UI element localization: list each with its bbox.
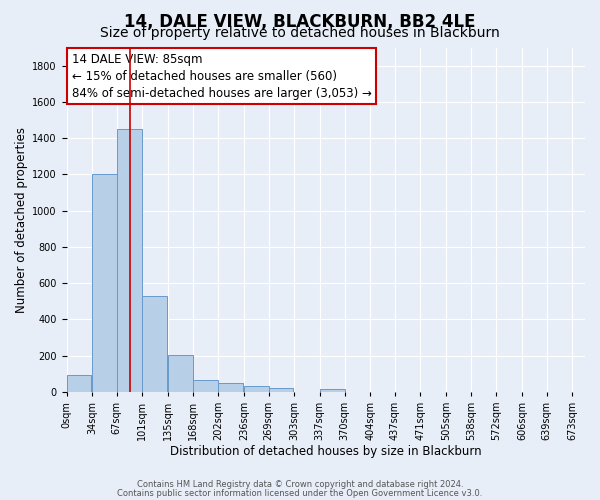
Text: Size of property relative to detached houses in Blackburn: Size of property relative to detached ho… — [100, 26, 500, 40]
Bar — [193, 380, 218, 392]
Bar — [269, 388, 293, 392]
Bar — [142, 296, 167, 392]
X-axis label: Distribution of detached houses by size in Blackburn: Distribution of detached houses by size … — [170, 444, 482, 458]
Bar — [92, 174, 117, 392]
Bar — [244, 386, 269, 392]
Text: Contains HM Land Registry data © Crown copyright and database right 2024.: Contains HM Land Registry data © Crown c… — [137, 480, 463, 489]
Text: Contains public sector information licensed under the Open Government Licence v3: Contains public sector information licen… — [118, 488, 482, 498]
Bar — [117, 129, 142, 392]
Bar — [67, 376, 91, 392]
Bar — [168, 354, 193, 392]
Bar — [320, 389, 344, 392]
Text: 14 DALE VIEW: 85sqm
← 15% of detached houses are smaller (560)
84% of semi-detac: 14 DALE VIEW: 85sqm ← 15% of detached ho… — [71, 52, 371, 100]
Text: 14, DALE VIEW, BLACKBURN, BB2 4LE: 14, DALE VIEW, BLACKBURN, BB2 4LE — [124, 12, 476, 30]
Bar — [218, 383, 243, 392]
Y-axis label: Number of detached properties: Number of detached properties — [15, 126, 28, 312]
